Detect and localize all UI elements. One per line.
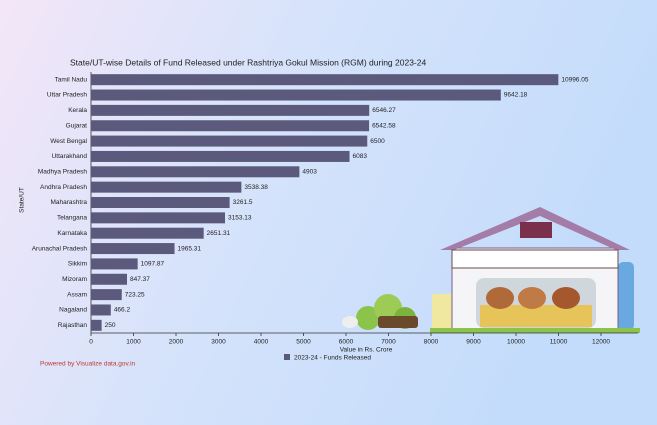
y-tick-label: Mizoram [62,276,87,283]
bar [91,120,370,132]
legend-label[interactable]: 2023-24 - Funds Released [294,355,371,362]
bar [91,273,128,285]
value-label: 3538.38 [244,184,268,191]
x-tick-label: 3000 [211,339,226,346]
x-tick-label: 7000 [381,339,396,346]
y-tick-label: Telangana [57,215,87,222]
x-tick-label: 1000 [126,339,141,346]
decoration [342,207,640,333]
bar [91,258,138,270]
value-label: 1097.87 [141,261,165,268]
y-tick-label: Gujarat [66,122,88,129]
bar [91,89,501,101]
y-tick-label: Tamil Nadu [54,76,87,83]
bar [91,135,368,147]
x-tick-label: 11000 [550,339,568,346]
bar [91,319,102,331]
x-tick-label: 2000 [169,339,184,346]
bar [91,227,204,239]
bar [91,243,175,255]
y-tick-label: West Bengal [50,138,87,145]
y-tick-label: Arunachal Pradesh [32,245,88,252]
value-label: 2651.31 [207,230,231,237]
legend-swatch [284,354,290,360]
value-label: 10996.05 [561,76,588,83]
value-label: 3153.13 [228,215,252,222]
credit: Powered by Visualize data.gov.in [40,361,136,368]
y-tick-label: Uttarakhand [52,153,88,160]
bar [91,74,559,86]
y-tick-label: Karnataka [57,230,87,237]
x-tick-label: 10000 [507,339,525,346]
y-tick-label: Sikkim [68,261,87,268]
y-tick-label: Maharashtra [51,199,88,206]
y-tick-label: Uttar Pradesh [47,92,87,99]
y-tick-label: Kerala [68,107,87,114]
x-tick-label: 4000 [254,339,269,346]
y-axis-label: State/UT [19,187,26,213]
y-tick-label: Nagaland [59,307,87,314]
bar [91,104,370,116]
x-tick-label: 12000 [592,339,610,346]
bar [91,150,350,162]
x-tick-label: 6000 [339,339,354,346]
bar [91,166,300,178]
value-label: 6500 [370,138,385,145]
x-tick-label: 0 [89,339,93,346]
value-label: 847.37 [130,276,150,283]
y-tick-label: Rajasthan [58,322,88,329]
x-axis-label: Value in Rs. Crore [340,347,393,354]
y-tick-label: Madhya Pradesh [38,169,88,176]
value-label: 4903 [302,169,317,176]
bar [91,197,230,208]
x-tick-label: 9000 [466,339,481,346]
x-tick-label: 5000 [296,339,311,346]
value-label: 1965.31 [178,245,202,252]
value-label: 6542.58 [372,122,396,129]
y-tick-label: Andhra Pradesh [40,184,87,191]
value-label: 466.2 [114,307,131,314]
y-tick-label: Assam [67,291,87,298]
value-label: 250 [105,322,116,329]
bar [91,212,226,224]
value-label: 723.25 [125,291,145,298]
bar [91,304,111,316]
bar [91,181,242,193]
x-tick-label: 8000 [424,339,439,346]
value-label: 6546.27 [372,107,396,114]
value-label: 6083 [353,153,368,160]
value-label: 9642.18 [504,92,528,99]
bar [91,289,122,301]
chart-title: State/UT-wise Details of Fund Released u… [70,57,426,67]
value-label: 3261.5 [233,199,253,206]
